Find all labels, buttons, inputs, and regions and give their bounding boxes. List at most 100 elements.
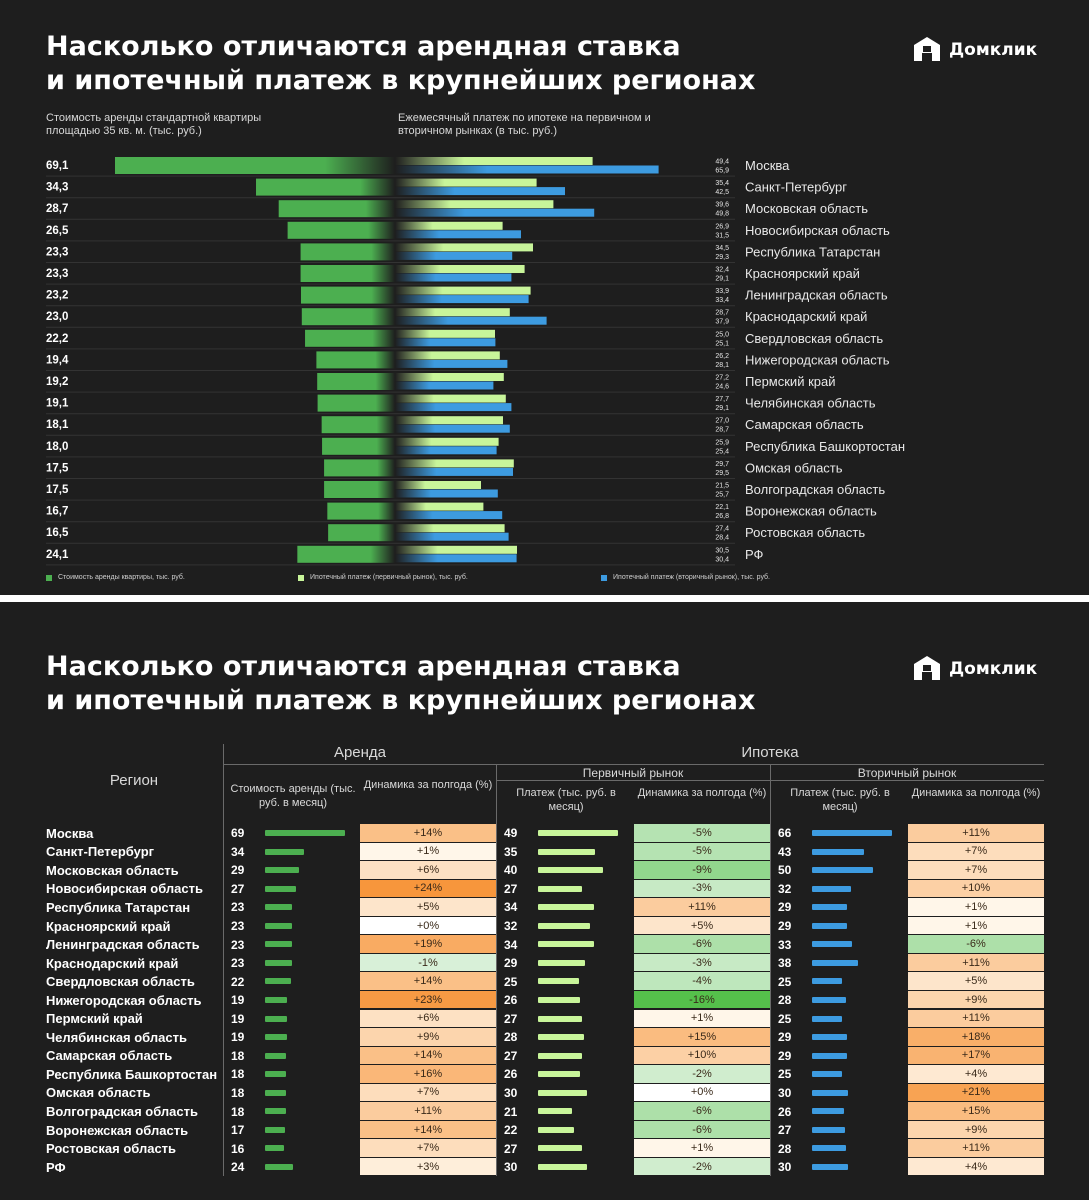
- table-row: Республика Татарстан 23 +5% 34 +11% 29 +1%: [46, 898, 1044, 917]
- region-label: РФ: [745, 547, 764, 562]
- rent-cost: 29: [231, 861, 361, 880]
- primary-payment-bar: [538, 1071, 581, 1078]
- secondary-dynamics: +17%: [908, 1046, 1044, 1066]
- rent-dynamics: +5%: [360, 898, 496, 917]
- primary-value-label: 39,6: [715, 202, 729, 209]
- secondary-value-label: 25,4: [715, 448, 729, 455]
- secondary-payment-bar: [812, 1052, 848, 1059]
- secondary-payment-bar: [812, 885, 851, 892]
- primary-payment-bar: [538, 959, 586, 966]
- primary-payment: 34: [504, 935, 634, 954]
- secondary-bar: [395, 251, 513, 260]
- region-name: Московская область: [46, 862, 179, 878]
- region-name: Нижегородская область: [46, 992, 202, 1008]
- rent-dynamics: +14%: [360, 972, 496, 991]
- secondary-dynamics: +11%: [908, 1139, 1044, 1158]
- primary-payment: 49: [504, 824, 634, 843]
- table-row: Краснодарский край 23 -1% 29 -3% 38 +11%: [46, 953, 1044, 973]
- secondary-dynamics: +15%: [908, 1102, 1044, 1121]
- primary-value-label: 28,7: [715, 310, 729, 317]
- primary-value-label: 27,2: [715, 375, 729, 382]
- primary-payment-bar: [538, 922, 591, 929]
- header-mortgage-group: Ипотека: [741, 744, 799, 761]
- primary-dynamics: -3%: [634, 953, 770, 973]
- primary-payment-bar: [538, 1089, 587, 1096]
- rent-cost: 23: [231, 898, 361, 917]
- primary-payment-value: 26: [504, 993, 518, 1008]
- region-label: Пермский край: [745, 374, 835, 389]
- secondary-payment-bar: [812, 996, 846, 1003]
- rent-value-label: 26,5: [46, 225, 69, 237]
- region-label: Краснодарский край: [745, 309, 867, 324]
- table-row: Московская область 29 +6% 40 -9% 50 +7%: [46, 861, 1044, 880]
- rent-value-label: 34,3: [46, 182, 68, 194]
- primary-payment: 27: [504, 1139, 634, 1158]
- region-label: Москва: [745, 158, 790, 173]
- secondary-dynamics: +4%: [908, 1157, 1044, 1177]
- table-title-line-1: Насколько отличаются арендная ставка: [46, 651, 681, 682]
- table-row: Омская область 18 +7% 30 +0% 30 +21%: [46, 1083, 1044, 1103]
- legend-label-primary: Ипотечный платеж (первичный рынок), тыс.…: [310, 574, 468, 581]
- rent-value-label: 18,0: [46, 441, 68, 453]
- rent-cost-bar: [265, 1108, 286, 1115]
- primary-bar: [395, 200, 554, 209]
- region-label: Республика Татарстан: [745, 244, 880, 259]
- primary-payment-value: 34: [504, 937, 518, 952]
- secondary-payment-value: 30: [778, 1160, 792, 1175]
- rent-cost-value: 19: [231, 1030, 245, 1045]
- primary-payment: 26: [504, 1065, 634, 1084]
- secondary-dynamics: +9%: [908, 990, 1044, 1010]
- title-line-2: и ипотечный платеж в крупнейших регионах: [46, 65, 756, 96]
- primary-payment: 30: [504, 1084, 634, 1103]
- legend-swatch-primary: [298, 574, 304, 581]
- primary-value-label: 35,4: [715, 180, 729, 187]
- rent-cost-bar: [265, 922, 292, 929]
- secondary-value-label: 29,1: [715, 405, 729, 412]
- rent-bar: [256, 178, 395, 196]
- secondary-payment: 32: [778, 880, 908, 899]
- primary-bar: [395, 265, 525, 273]
- rent-cost-bar: [265, 867, 299, 874]
- subtitle-mortgage: Ежемесячный платеж по ипотеке на первичн…: [398, 112, 651, 137]
- rent-cost-bar: [265, 1015, 288, 1022]
- primary-payment: 28: [504, 1028, 634, 1047]
- primary-payment-value: 40: [504, 863, 518, 878]
- rent-cost-bar: [265, 885, 297, 892]
- rent-bar: [317, 394, 395, 412]
- primary-payment-bar: [538, 941, 594, 948]
- secondary-value-label: 28,4: [715, 535, 729, 542]
- rent-cost-value: 23: [231, 937, 245, 952]
- rent-cost: 24: [231, 1158, 361, 1177]
- chart-panel: Насколько отличаются арендная ставка и и…: [0, 0, 1089, 595]
- header-primary-payment: Платеж (тыс. руб. в месяц): [516, 787, 616, 813]
- rent-cost: 18: [231, 1065, 361, 1084]
- primary-value-label: 32,4: [715, 267, 729, 274]
- primary-dynamics: -4%: [634, 972, 770, 991]
- rent-cost: 22: [231, 972, 361, 991]
- primary-bar: [395, 157, 593, 165]
- rent-bar: [316, 351, 395, 369]
- secondary-payment: 30: [778, 1084, 908, 1103]
- primary-payment: 21: [504, 1102, 634, 1121]
- rent-cost: 18: [231, 1084, 361, 1103]
- secondary-payment-value: 27: [778, 1123, 792, 1138]
- table-row: Пермский край 19 +6% 27 +1% 25 +11%: [46, 1009, 1044, 1028]
- rent-cost: 16: [231, 1139, 361, 1158]
- primary-dynamics: -2%: [634, 1157, 770, 1177]
- secondary-bar: [395, 403, 512, 412]
- rent-value-label: 23,3: [46, 268, 68, 280]
- primary-payment-value: 30: [504, 1160, 518, 1175]
- secondary-value-label: 25,7: [715, 492, 729, 499]
- secondary-payment-bar: [812, 1108, 844, 1115]
- primary-payment-bar: [538, 1163, 587, 1170]
- region-label: Свердловская область: [745, 331, 883, 346]
- table-row: Москва 69 +14% 49 -5% 66 +11%: [46, 824, 1044, 843]
- table-row: Самарская область 18 +14% 27 +10% 29 +17%: [46, 1046, 1044, 1066]
- rent-dynamics: +23%: [360, 990, 496, 1010]
- table-row: Республика Башкортостан 18 +16% 26 -2% 25 +4%: [46, 1065, 1044, 1084]
- secondary-value-label: 29,3: [715, 254, 729, 261]
- rent-value-label: 16,7: [46, 506, 68, 518]
- primary-payment: 35: [504, 843, 634, 862]
- table-row: РФ 24 +3% 30 -2% 30 +4%: [46, 1157, 1044, 1177]
- secondary-payment-value: 33: [778, 937, 792, 952]
